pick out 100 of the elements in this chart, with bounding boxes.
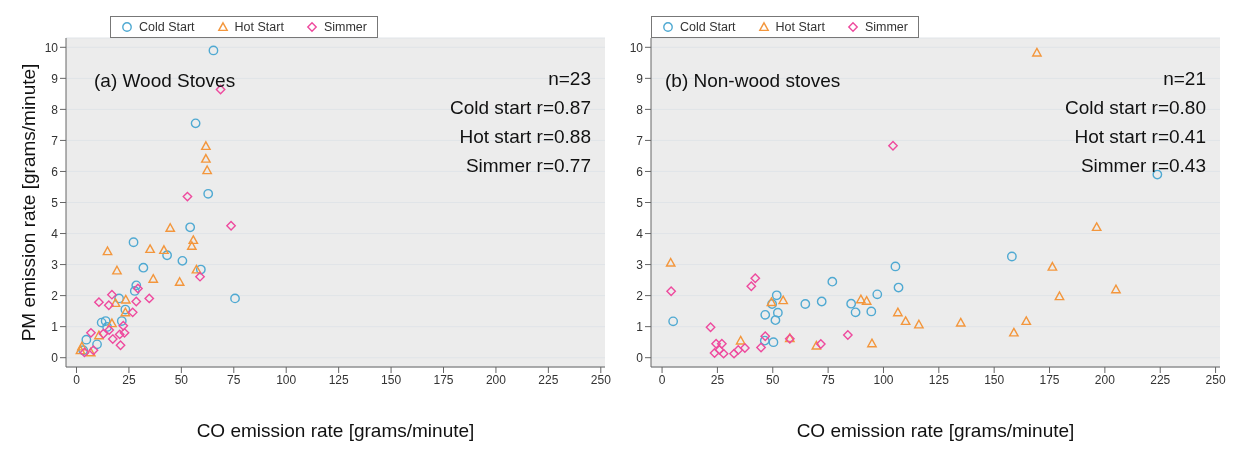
- point: [162, 250, 172, 261]
- point: [200, 153, 211, 163]
- point: [893, 282, 904, 293]
- legend-label: Simmer: [864, 20, 908, 34]
- y-tick-label: 1: [636, 319, 644, 334]
- point: [1047, 261, 1058, 271]
- point: [739, 343, 750, 353]
- x-tick-label: 50: [174, 372, 189, 387]
- point: [77, 341, 87, 351]
- point: [203, 188, 214, 199]
- point: [114, 293, 124, 304]
- x-tick-label: 25: [122, 372, 136, 387]
- point: [144, 293, 155, 304]
- point: [861, 295, 872, 305]
- point: [827, 276, 838, 287]
- x-tick-label: 0: [658, 372, 666, 387]
- point: [81, 334, 92, 345]
- point: [665, 257, 676, 267]
- point: [94, 330, 104, 340]
- annotation: Simmer r=0.77: [464, 154, 591, 178]
- point: [867, 338, 877, 348]
- point: [1006, 251, 1017, 262]
- point: [128, 237, 139, 248]
- point: [94, 297, 104, 308]
- point: [771, 290, 782, 301]
- point: [714, 345, 725, 355]
- x-tick-label: 250: [1205, 372, 1226, 387]
- x-tick-label: 100: [873, 372, 894, 387]
- point: [729, 348, 739, 359]
- point: [107, 289, 117, 300]
- point: [855, 294, 866, 304]
- annotation: Simmer r=0.43: [1079, 154, 1206, 178]
- point: [1021, 316, 1032, 326]
- point: [711, 338, 721, 349]
- point: [913, 319, 924, 329]
- point: [759, 335, 770, 346]
- point: [110, 298, 121, 308]
- point: [1032, 47, 1042, 57]
- annotation: Hot start r=0.88: [458, 125, 591, 149]
- point: [103, 300, 114, 311]
- point: [746, 281, 757, 292]
- y-tick-label: 0: [51, 350, 59, 365]
- point: [815, 339, 826, 349]
- y-tick-label: 10: [629, 40, 644, 55]
- point: [188, 235, 199, 245]
- point: [760, 331, 771, 342]
- point: [846, 298, 857, 309]
- point: [816, 296, 827, 307]
- point: [890, 261, 901, 272]
- point: [182, 191, 193, 202]
- annotation: Cold start r=0.80: [1065, 96, 1206, 120]
- point: [666, 286, 677, 297]
- legend-label: Hot Start: [775, 20, 825, 34]
- point: [174, 277, 185, 287]
- annotation: Cold start r=0.87: [450, 96, 591, 120]
- x-tick-label: 25: [710, 372, 725, 387]
- point: [145, 244, 155, 254]
- x-tick-label: 50: [766, 372, 780, 387]
- point: [668, 316, 679, 327]
- point: [768, 337, 779, 348]
- point: [756, 342, 766, 353]
- point: [102, 246, 113, 256]
- x-tick-label: 225: [538, 372, 559, 387]
- x-tick-label: 200: [485, 372, 507, 387]
- point: [202, 165, 213, 175]
- legend-label: Cold Start: [139, 20, 195, 34]
- point: [760, 309, 771, 320]
- y-tick-label: 9: [636, 71, 644, 86]
- point: [185, 222, 196, 233]
- point: [138, 262, 149, 273]
- point: [200, 141, 211, 151]
- point: [955, 317, 966, 327]
- x-tick-label: 200: [1094, 372, 1116, 387]
- annotation: (b) Non-wood stoves: [665, 70, 841, 92]
- point: [191, 264, 202, 274]
- point: [1008, 327, 1019, 337]
- point: [705, 322, 716, 333]
- point: [850, 307, 861, 318]
- point: [129, 286, 140, 296]
- y-tick-label: 8: [51, 102, 59, 117]
- point: [735, 335, 746, 345]
- x-axis-title: CO emission rate [grams/minute]: [196, 420, 475, 441]
- y-tick-label: 4: [636, 226, 644, 241]
- y-tick-label: 7: [636, 133, 644, 148]
- y-tick-label: 3: [636, 257, 644, 272]
- point: [186, 241, 197, 251]
- y-tick-label: 2: [51, 288, 59, 303]
- y-tick-label: 6: [636, 164, 644, 179]
- point: [1111, 284, 1121, 294]
- point: [842, 330, 853, 340]
- x-tick-label: 150: [381, 372, 402, 387]
- point: [86, 327, 96, 338]
- point: [733, 345, 744, 355]
- point: [177, 255, 188, 266]
- point: [226, 220, 236, 231]
- point: [778, 295, 789, 305]
- y-tick-label: 2: [636, 288, 644, 303]
- point: [116, 316, 127, 326]
- point: [107, 318, 117, 328]
- point: [872, 289, 883, 300]
